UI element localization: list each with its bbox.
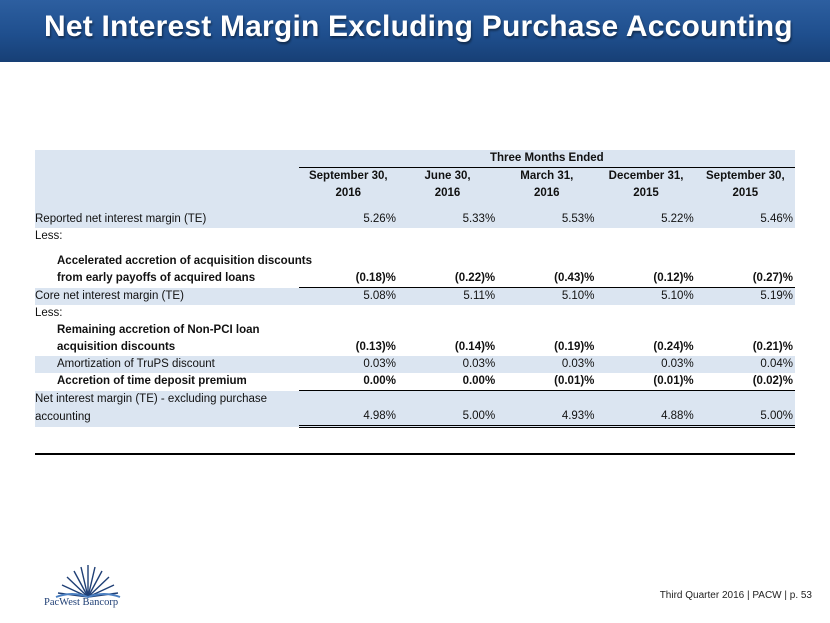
cell-value: 5.08% — [298, 287, 398, 305]
column-header: September 30, — [695, 168, 795, 185]
cell-value: (0.43)% — [497, 270, 597, 288]
table-row: Remaining accretion of Non-PCI loan — [35, 322, 795, 339]
row-label: accounting — [35, 408, 299, 427]
table-row: Amortization of TruPS discount 0.03% 0.0… — [35, 356, 795, 373]
cell-value: 5.00% — [695, 408, 795, 428]
cell-value: 0.03% — [397, 356, 498, 373]
column-header: September 30, — [298, 168, 398, 185]
column-header-year: 2016 — [497, 185, 597, 202]
cell-value: (0.18)% — [298, 270, 398, 288]
cell-value: 4.98% — [298, 408, 398, 428]
table-row: Net interest margin (TE) - excluding pur… — [35, 390, 795, 408]
cell-value: 5.10% — [596, 287, 696, 305]
cell-value: (0.14)% — [454, 341, 496, 353]
cell-value: 5.10% — [497, 287, 597, 305]
row-label: Core net interest margin (TE) — [35, 287, 299, 305]
row-label: Accelerated accretion of acquisition dis… — [57, 255, 312, 267]
row-label: Remaining accretion of Non-PCI loan — [57, 324, 260, 336]
column-header-year: 2016 — [298, 185, 398, 202]
nim-table: Three Months Ended September 30, June 30… — [35, 150, 795, 428]
cell-value: (0.27)% — [695, 270, 795, 288]
cell-value: (0.19)% — [554, 341, 595, 353]
cell-value: 0.00% — [298, 373, 398, 391]
row-label: Amortization of TruPS discount — [35, 356, 299, 373]
cell-value: 0.03% — [497, 356, 597, 373]
row-label: Accretion of time deposit premium — [57, 375, 247, 388]
table-row: Accretion of time deposit premium 0.00% … — [35, 373, 795, 391]
cell-value: 5.53% — [497, 211, 597, 228]
cell-value: (0.01)% — [596, 373, 696, 391]
row-label: Less: — [35, 230, 63, 242]
pacwest-logo-icon — [55, 565, 121, 599]
spacer-row — [35, 245, 795, 253]
cell-value: (0.02)% — [695, 373, 795, 391]
cell-value: 0.04% — [695, 356, 795, 373]
row-label: Net interest margin (TE) - excluding pur… — [35, 390, 299, 408]
cell-value: 5.00% — [397, 408, 498, 428]
cell-value: 5.22% — [596, 211, 696, 228]
title-banner: Net Interest Margin Excluding Purchase A… — [0, 0, 830, 62]
cell-value: 5.19% — [695, 287, 795, 305]
nim-table-container: Three Months Ended September 30, June 30… — [35, 150, 795, 428]
row-label: Less: — [35, 307, 63, 319]
footer-text: Third Quarter 2016 | PACW | p. 53 — [659, 590, 812, 601]
table-bottom-rule — [35, 453, 795, 455]
row-label: acquisition discounts — [57, 341, 176, 353]
table-row: accounting 4.98% 5.00% 4.93% 4.88% 5.00% — [35, 408, 795, 428]
table-row: from early payoffs of acquired loans (0.… — [35, 270, 795, 288]
column-header: March 31, — [497, 168, 597, 185]
cell-value: 5.11% — [397, 287, 498, 305]
column-header-year: 2015 — [695, 185, 795, 202]
cell-value: (0.22)% — [397, 270, 498, 288]
cell-value: (0.12)% — [596, 270, 696, 288]
table-row: Less: — [35, 305, 795, 322]
table-row: Core net interest margin (TE) 5.08% 5.11… — [35, 287, 795, 305]
page-title: Net Interest Margin Excluding Purchase A… — [44, 10, 793, 43]
table-row: acquisition discounts (0.13)% (0.14)% (0… — [35, 339, 795, 356]
row-label: Reported net interest margin (TE) — [35, 211, 299, 228]
cell-value: 4.93% — [497, 408, 597, 428]
table-row: Less: — [35, 228, 795, 245]
cell-value: (0.24)% — [653, 341, 694, 353]
column-header-row-2: 2016 2016 2016 2015 2015 — [35, 185, 795, 202]
row-label: from early payoffs of acquired loans — [57, 272, 256, 285]
cell-value: 0.03% — [298, 356, 398, 373]
cell-value: 0.00% — [397, 373, 498, 391]
cell-value: 0.03% — [596, 356, 696, 373]
group-header-row: Three Months Ended — [35, 150, 795, 168]
table-row: Accelerated accretion of acquisition dis… — [35, 253, 795, 270]
logo-text: PacWest Bancorp — [44, 597, 119, 608]
table-row: Reported net interest margin (TE) 5.26% … — [35, 211, 795, 228]
cell-value: 4.88% — [596, 408, 696, 428]
cell-value: (0.01)% — [497, 373, 597, 391]
cell-value: 5.46% — [695, 211, 795, 228]
group-header: Three Months Ended — [298, 150, 795, 168]
column-header: June 30, — [397, 168, 498, 185]
spacer-row — [35, 202, 795, 211]
cell-value: (0.21)% — [752, 341, 793, 353]
cell-value: (0.13)% — [355, 341, 396, 353]
column-header-year: 2016 — [397, 185, 498, 202]
column-header-row-1: September 30, June 30, March 31, Decembe… — [35, 168, 795, 185]
column-header: December 31, — [596, 168, 696, 185]
cell-value: 5.26% — [298, 211, 398, 228]
column-header-year: 2015 — [596, 185, 696, 202]
cell-value: 5.33% — [397, 211, 498, 228]
